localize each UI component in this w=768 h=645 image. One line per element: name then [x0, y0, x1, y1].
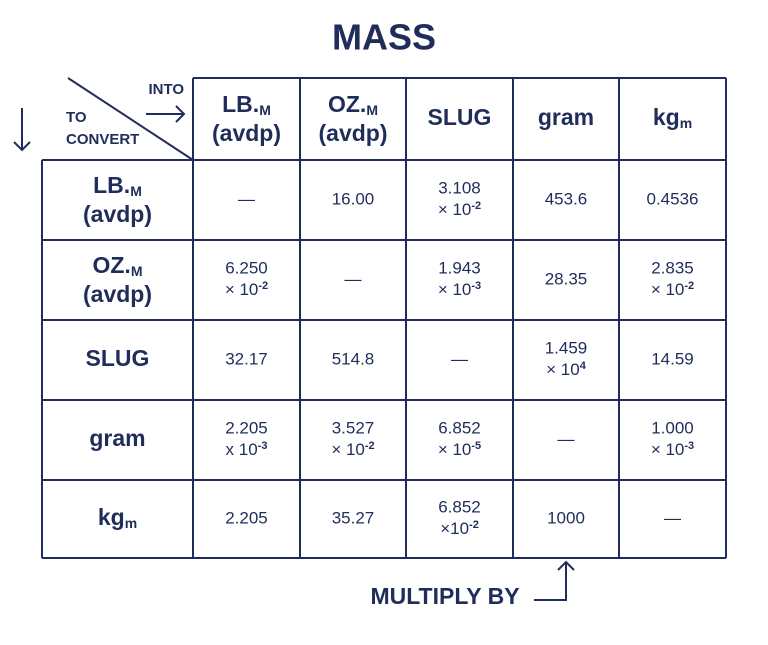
arrow-up — [534, 560, 575, 601]
cell-mantissa: 6.852 — [438, 418, 481, 437]
column-header-line2: (avdp) — [212, 120, 281, 146]
cell-times: × 10 — [651, 440, 685, 459]
cell-times: ×10 — [440, 519, 469, 538]
cell-exp: -3 — [258, 440, 268, 452]
corner-convert: CONVERT — [66, 131, 139, 148]
cell-value: — — [451, 349, 468, 368]
column-header-sub: m — [680, 115, 692, 131]
column-header: SLUG — [428, 104, 492, 130]
cell-value: — — [345, 269, 362, 288]
row-header-main: OZ. — [92, 252, 130, 278]
cell-times: × 10 — [438, 440, 472, 459]
cell-power: × 10-2 — [331, 440, 374, 460]
cell-value: 35.27 — [332, 508, 375, 527]
cell-mantissa: 1.943 — [438, 258, 481, 277]
column-header-main: OZ. — [328, 91, 366, 117]
row-header: kgm — [98, 504, 137, 531]
row-header-main: gram — [89, 425, 145, 451]
cell-value: 2.205 — [225, 508, 268, 527]
row-header-sub: M — [131, 263, 143, 279]
cell-mantissa: 6.852 — [438, 497, 481, 516]
row-header-sub: m — [125, 515, 137, 531]
cell-power: × 104 — [546, 360, 587, 380]
column-header: LB.M — [222, 91, 271, 118]
row-header: gram — [89, 425, 145, 451]
column-header-main: kg — [653, 104, 680, 130]
cell-value: 28.35 — [545, 269, 588, 288]
cell-times: × 10 — [438, 280, 472, 299]
cell-times: × 10 — [546, 360, 580, 379]
cell-times: x 10 — [226, 440, 258, 459]
corner-diagonal — [67, 77, 194, 161]
cell-value: 1000 — [547, 508, 585, 527]
cell-value: 14.59 — [651, 349, 694, 368]
cell-exp: -2 — [469, 519, 479, 531]
arrow-right — [146, 105, 186, 123]
column-header: gram — [538, 104, 594, 130]
cell-value: — — [664, 508, 681, 527]
cell-power: × 10-2 — [438, 200, 481, 220]
column-header-line2: (avdp) — [319, 120, 388, 146]
cell-value: — — [238, 189, 255, 208]
corner-into: INTO — [148, 81, 184, 98]
row-header: SLUG — [86, 345, 150, 371]
cell-power: × 10-2 — [225, 280, 268, 300]
row-header-main: kg — [98, 504, 125, 530]
row-header: OZ.M — [92, 252, 142, 279]
row-header-main: LB. — [93, 172, 130, 198]
cell-power: × 10-5 — [438, 440, 481, 460]
column-header-main: LB. — [222, 91, 259, 117]
arrow-down — [13, 108, 31, 152]
cell-power: × 10-2 — [651, 280, 694, 300]
cell-times: × 10 — [225, 280, 259, 299]
cell-value: 514.8 — [332, 349, 375, 368]
cell-exp: -2 — [258, 280, 268, 292]
cell-exp: -2 — [471, 200, 481, 212]
column-header-main: SLUG — [428, 104, 492, 130]
row-header-sub: M — [130, 183, 142, 199]
cell-mantissa: 2.205 — [225, 418, 268, 437]
footer: MULTIPLY BY — [370, 583, 519, 609]
row-header-line2: (avdp) — [83, 201, 152, 227]
cell-exp: -2 — [684, 280, 694, 292]
cell-power: × 10-3 — [651, 440, 694, 460]
cell-value: 32.17 — [225, 349, 268, 368]
cell-value: 0.4536 — [647, 189, 699, 208]
cell-mantissa: 3.527 — [332, 418, 375, 437]
title: MASS — [332, 17, 436, 58]
cell-times: × 10 — [438, 200, 472, 219]
column-header-main: gram — [538, 104, 594, 130]
cell-value: — — [558, 429, 575, 448]
cell-times: × 10 — [331, 440, 365, 459]
cell-power: × 10-3 — [438, 280, 481, 300]
cell-times: × 10 — [651, 280, 685, 299]
corner-to: TO — [66, 109, 87, 126]
cell-mantissa: 1.459 — [545, 338, 588, 357]
column-header: kgm — [653, 104, 692, 131]
column-header-sub: M — [366, 102, 378, 118]
cell-value: 453.6 — [545, 189, 588, 208]
cell-mantissa: 2.835 — [651, 258, 694, 277]
cell-power: x 10-3 — [226, 440, 268, 460]
cell-exp: -5 — [471, 440, 481, 452]
cell-exp: -2 — [365, 440, 375, 452]
cell-power: ×10-2 — [440, 519, 479, 539]
cell-value: 16.00 — [332, 189, 375, 208]
row-header-main: SLUG — [86, 345, 150, 371]
row-header-line2: (avdp) — [83, 281, 152, 307]
cell-exp: 4 — [580, 360, 587, 372]
column-header: OZ.M — [328, 91, 378, 118]
cell-mantissa: 6.250 — [225, 258, 268, 277]
cell-mantissa: 1.000 — [651, 418, 694, 437]
cell-exp: -3 — [684, 440, 694, 452]
cell-exp: -3 — [471, 280, 481, 292]
column-header-sub: M — [259, 102, 271, 118]
cell-mantissa: 3.108 — [438, 178, 481, 197]
row-header: LB.M — [93, 172, 142, 199]
